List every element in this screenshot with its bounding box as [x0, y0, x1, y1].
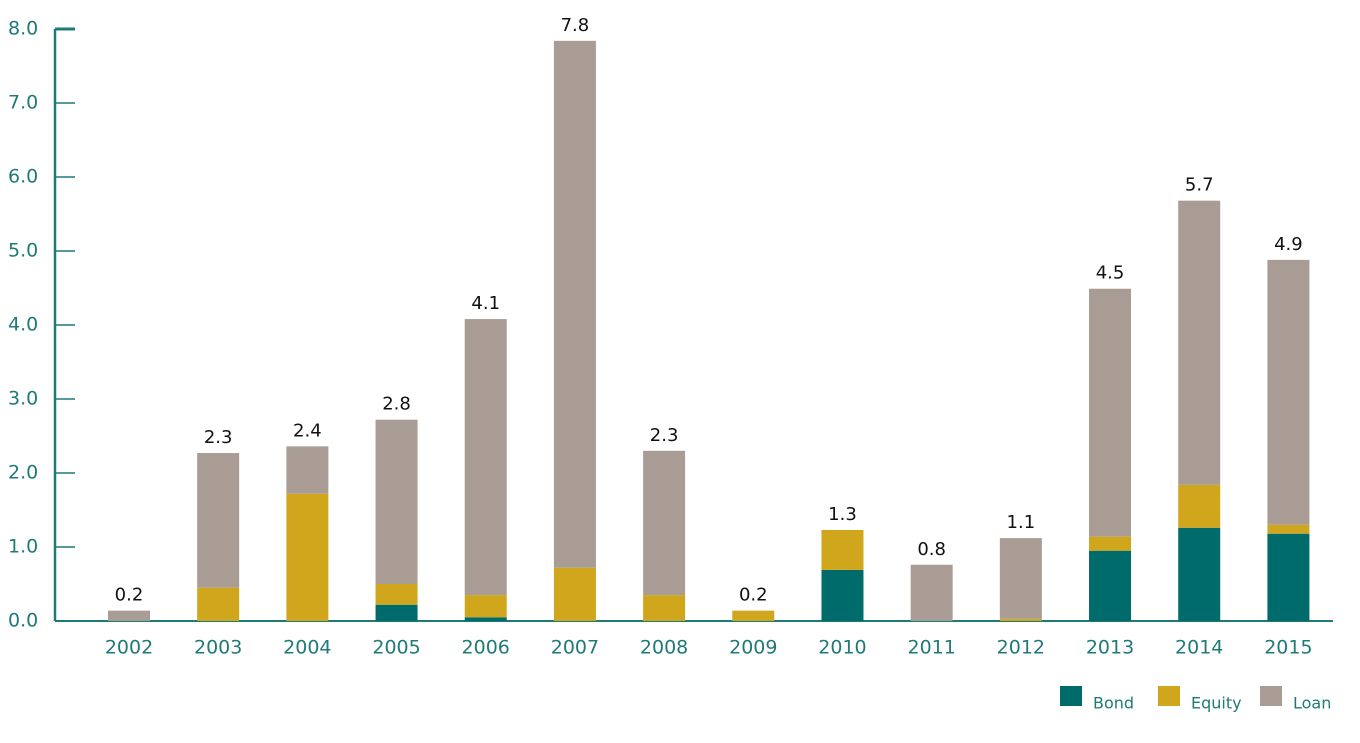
total-label: 1.3 [828, 504, 857, 525]
bar-segment [1089, 288, 1132, 537]
y-tick-label: 5.0 [8, 240, 38, 262]
total-label: 0.2 [115, 585, 144, 606]
bar-segment [1267, 259, 1310, 525]
x-tick-label: 2008 [640, 637, 688, 659]
bar-segment [1178, 527, 1221, 621]
bar-segment [643, 450, 686, 596]
total-label: 4.9 [1274, 234, 1303, 255]
bar-segment [732, 610, 775, 621]
y-tick-label: 0.0 [8, 610, 38, 632]
bar-segment [553, 40, 596, 568]
x-tick-label: 2007 [551, 637, 599, 659]
bar-segment [1267, 524, 1310, 534]
total-label: 5.7 [1185, 175, 1214, 196]
bar-segment [375, 584, 418, 605]
x-tick-label: 2009 [729, 637, 777, 659]
bar-segment [553, 567, 596, 621]
bar-segment [107, 610, 150, 621]
total-label: 2.3 [204, 427, 233, 448]
y-tick-label: 3.0 [8, 388, 38, 410]
x-tick-label: 2012 [997, 637, 1045, 659]
x-tick-label: 2002 [105, 637, 153, 659]
total-label: 2.8 [382, 394, 411, 415]
total-label: 2.4 [293, 420, 322, 441]
x-tick-label: 2015 [1264, 637, 1312, 659]
bar-segment [821, 529, 864, 570]
total-label: 7.8 [561, 15, 590, 36]
y-tick-label: 1.0 [8, 536, 38, 558]
legend-swatch [1260, 686, 1282, 706]
x-tick-label: 2010 [818, 637, 866, 659]
legend-label: Bond [1093, 694, 1134, 713]
bar-segment [197, 453, 240, 588]
y-tick-label: 4.0 [8, 314, 38, 336]
bar-segment [1178, 200, 1221, 485]
bar-segment [999, 618, 1042, 621]
bar-segment [286, 446, 329, 494]
legend-swatch [1158, 686, 1180, 706]
legend-label: Loan [1293, 694, 1331, 713]
y-tick-label: 8.0 [8, 18, 38, 40]
bar-segment [1267, 533, 1310, 621]
total-label: 0.2 [739, 585, 768, 606]
x-tick-label: 2011 [907, 637, 955, 659]
y-tick-label: 7.0 [8, 92, 38, 114]
bar-segment [1089, 536, 1132, 551]
bar-segment [375, 419, 418, 584]
legend-label: Equity [1191, 694, 1242, 713]
total-label: 1.1 [1007, 512, 1036, 533]
bar-segment [375, 604, 418, 621]
total-label: 2.3 [650, 425, 679, 446]
bar-segment [464, 617, 507, 621]
x-tick-label: 2005 [372, 637, 420, 659]
x-tick-label: 2014 [1175, 637, 1223, 659]
y-tick-label: 6.0 [8, 166, 38, 188]
legend-swatch [1060, 686, 1082, 706]
bar-segment [197, 587, 240, 621]
bar-segment [821, 569, 864, 621]
bar-segment [464, 319, 507, 596]
x-tick-label: 2013 [1086, 637, 1134, 659]
x-tick-label: 2006 [462, 637, 510, 659]
bar-segment [910, 564, 953, 621]
total-label: 0.8 [917, 539, 946, 560]
x-tick-label: 2003 [194, 637, 242, 659]
x-tick-label: 2004 [283, 637, 331, 659]
bar-segment [286, 493, 329, 621]
y-tick-label: 2.0 [8, 462, 38, 484]
bar-segment [999, 538, 1042, 619]
total-label: 4.5 [1096, 263, 1125, 284]
bar-segment [464, 595, 507, 618]
total-label: 4.1 [471, 293, 500, 314]
bar-segment [1089, 550, 1132, 621]
bar-segment [643, 595, 686, 621]
bar-segment [1178, 484, 1221, 528]
